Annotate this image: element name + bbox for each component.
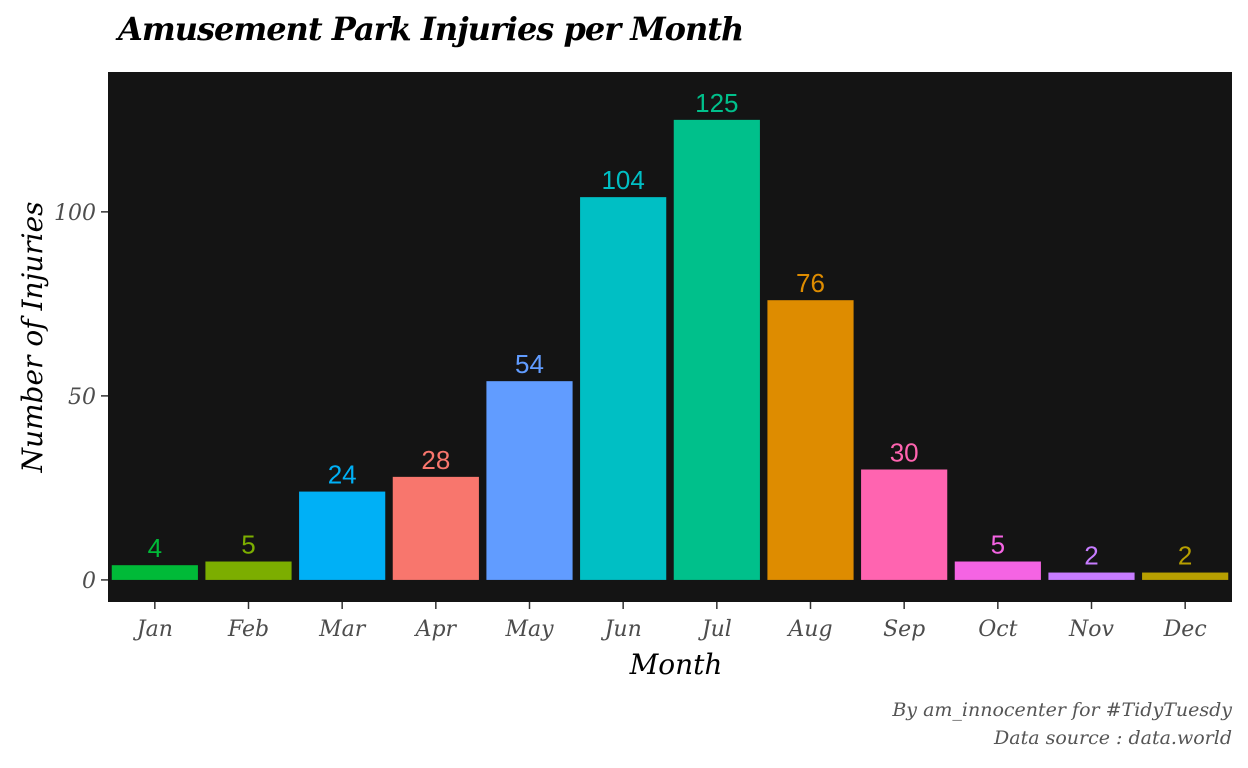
bar-value-label: 76: [796, 268, 825, 298]
bar-jan: [111, 565, 198, 580]
x-axis: Jan Feb Mar Apr May Jun Jul Aug Sep Oct Nov Dec: [133, 602, 1207, 642]
caption-source: Data source : data.world: [994, 727, 1232, 749]
x-tick-label: Oct: [978, 617, 1017, 642]
bar-value-label: 24: [328, 460, 357, 490]
x-axis-label: Month: [629, 648, 723, 681]
y-axis-label: Number of Injuries: [16, 201, 49, 473]
bar-labels-group: 4 5 24 28 54 104 125 76 30 5 2 2: [148, 88, 1193, 571]
x-tick-label: Jul: [698, 617, 732, 642]
bar-sep: [861, 469, 948, 580]
caption: By am_innocenter for #TidyTuesdy Data so…: [892, 696, 1232, 752]
bar-nov: [1048, 572, 1135, 580]
y-tick-label: 0: [82, 569, 96, 594]
bar-jul: [673, 119, 760, 580]
x-tick-label: Aug: [786, 617, 832, 642]
x-tick-label: Dec: [1163, 617, 1207, 642]
x-tick-label: May: [504, 617, 554, 642]
bar-may: [486, 381, 573, 580]
x-tick-label: Sep: [883, 617, 925, 642]
bar-value-label: 30: [890, 438, 919, 468]
x-tick-label: Jan: [133, 617, 173, 642]
bar-value-label: 5: [991, 530, 1005, 560]
bars-group: [111, 119, 1229, 580]
bar-value-label: 104: [601, 165, 644, 195]
chart-title: Amusement Park Injuries per Month: [118, 10, 744, 48]
y-axis: 0 50 100: [54, 201, 108, 594]
bar-value-label: 125: [695, 88, 738, 118]
bar-value-label: 54: [515, 349, 544, 379]
x-tick-label: Nov: [1068, 617, 1114, 642]
y-tick-label: 50: [68, 385, 96, 410]
bar-value-label: 4: [148, 533, 162, 563]
bar-oct: [954, 561, 1041, 580]
bar-value-label: 2: [1178, 541, 1192, 571]
bar-value-label: 28: [421, 445, 450, 475]
bar-mar: [299, 491, 386, 580]
bar-feb: [205, 561, 292, 580]
x-tick-label: Jun: [601, 617, 642, 642]
y-tick-label: 100: [54, 201, 96, 226]
bar-jun: [580, 197, 667, 580]
caption-author: By am_innocenter for #TidyTuesdy: [892, 699, 1232, 721]
bar-apr: [392, 476, 479, 580]
x-tick-label: Feb: [227, 617, 269, 642]
bar-dec: [1142, 572, 1229, 580]
x-tick-label: Apr: [414, 617, 458, 642]
bar-value-label: 2: [1084, 541, 1098, 571]
bar-aug: [767, 300, 854, 580]
plot-panel: [108, 72, 1232, 602]
x-tick-label: Mar: [318, 617, 367, 642]
bar-value-label: 5: [241, 530, 255, 560]
